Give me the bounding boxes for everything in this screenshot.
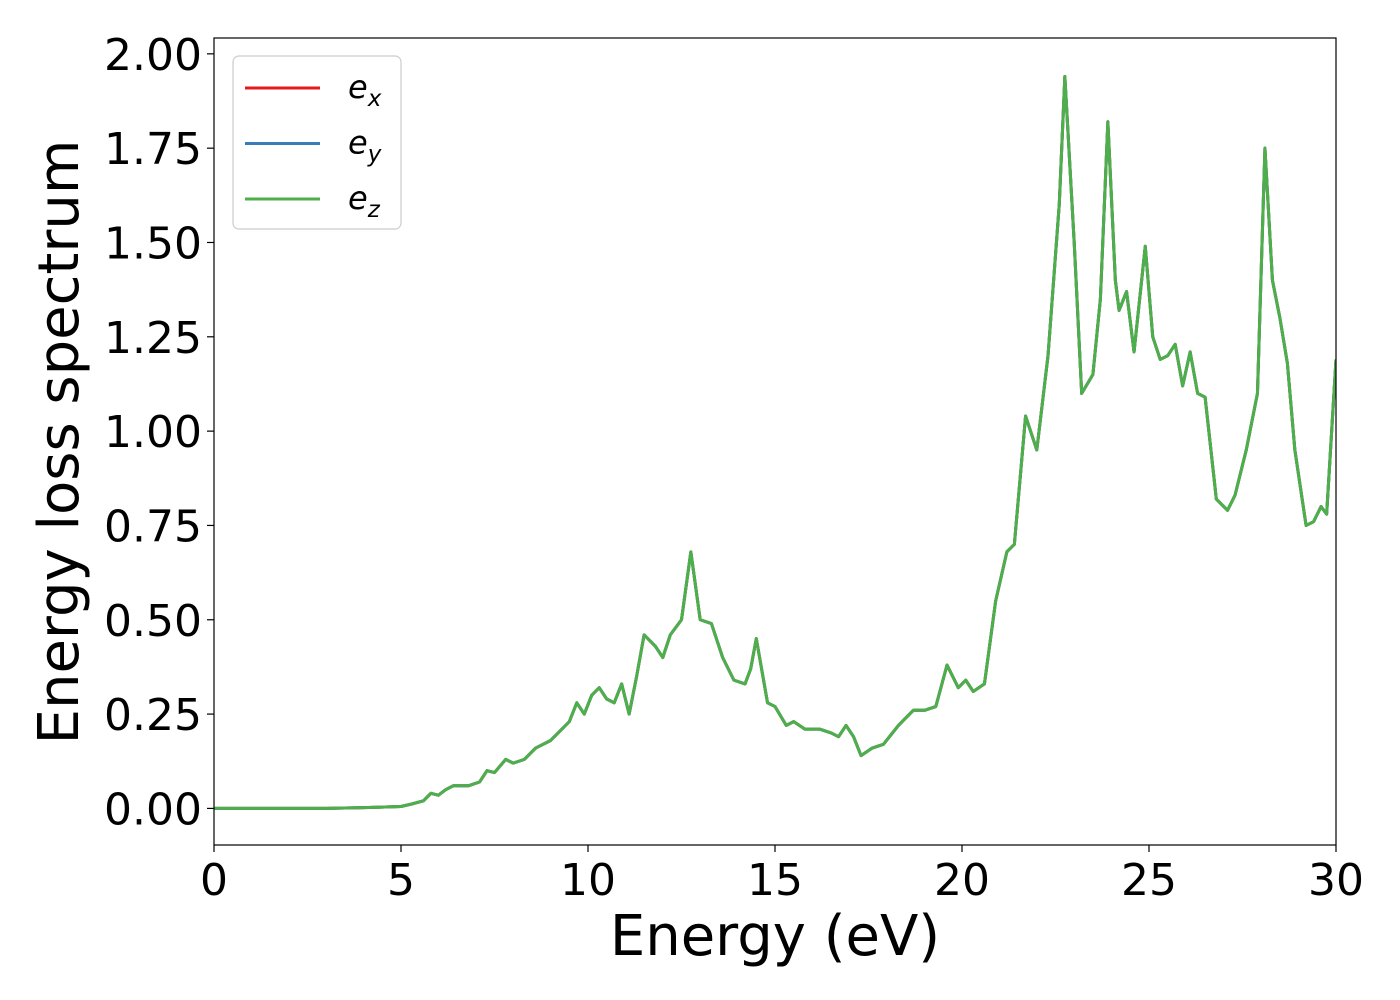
legend-label: ez	[348, 179, 381, 223]
series-line	[214, 74, 1336, 810]
legend: ex ey ez	[232, 55, 402, 230]
x-tick-label: 0	[200, 855, 228, 906]
x-tick-label: 10	[560, 855, 616, 906]
y-tick-label: 0.50	[104, 596, 202, 647]
x-tick-label: 25	[1121, 855, 1177, 906]
y-tick-label: 0.25	[104, 690, 202, 741]
x-tick-label: 30	[1308, 855, 1364, 906]
x-tick-label: 15	[747, 855, 803, 906]
legend-label: ey	[348, 124, 382, 168]
plot-frame	[213, 37, 1337, 846]
legend-label: ex	[348, 68, 382, 112]
y-tick-label: 1.00	[104, 407, 202, 458]
y-tick-label: 0.00	[104, 784, 202, 835]
x-tick-label: 5	[387, 855, 415, 906]
y-tick-label: 1.50	[104, 218, 202, 269]
y-tick-label: 1.75	[104, 124, 202, 175]
y-tick-label: 1.25	[104, 313, 202, 364]
y-tick-label: 0.75	[104, 501, 202, 552]
y-tick-label: 2.00	[104, 30, 202, 81]
y-axis-label: Energy loss spectrum	[27, 140, 92, 745]
x-tick-label: 20	[934, 855, 990, 906]
x-axis-label: Energy (eV)	[610, 904, 940, 969]
